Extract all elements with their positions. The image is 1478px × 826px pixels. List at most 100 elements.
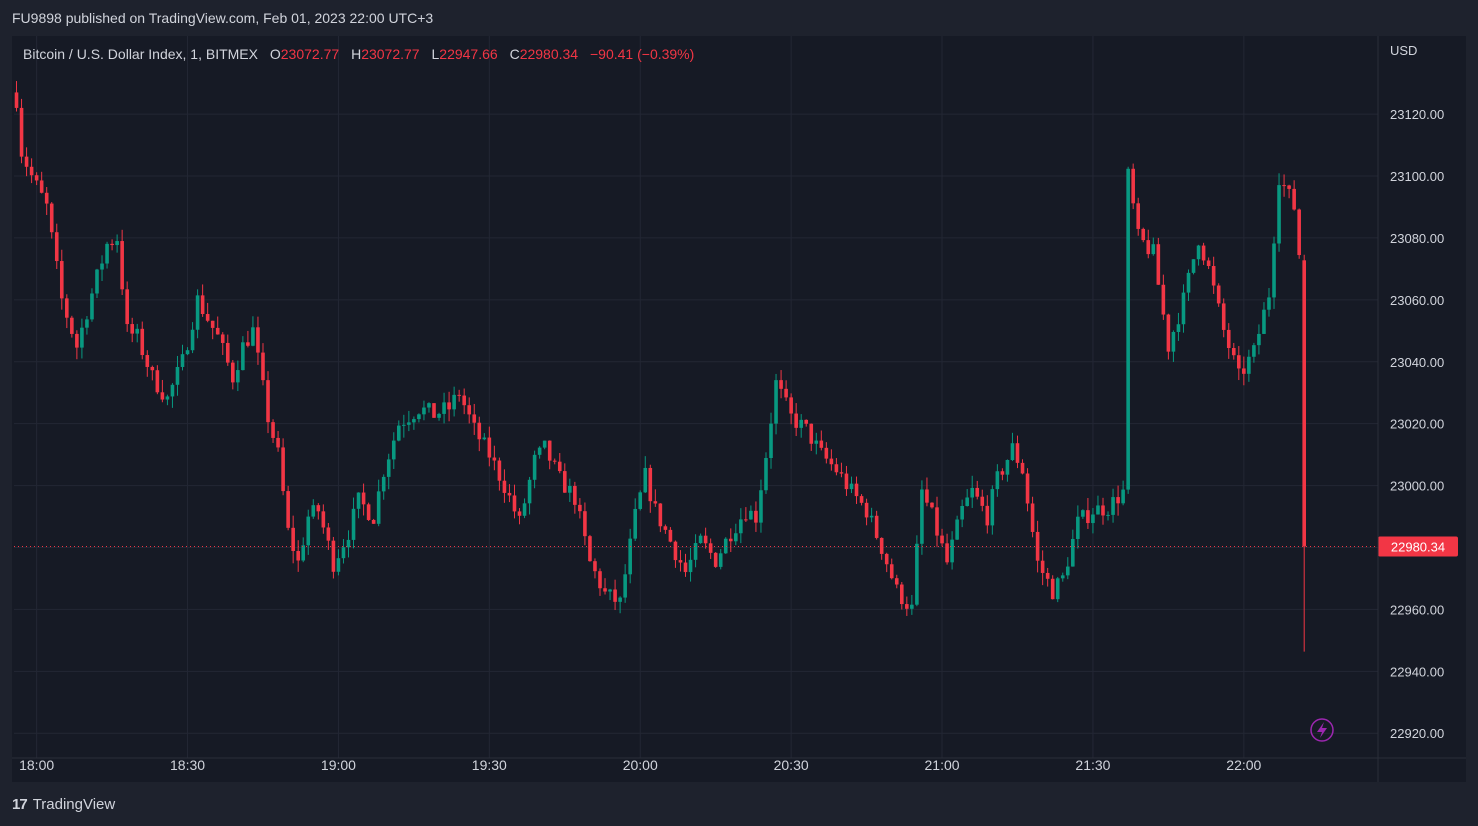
candle-body [613,589,617,602]
candle-body [527,479,532,504]
candle-body [361,492,366,505]
candle-body [542,440,547,448]
candle-body [1252,345,1256,357]
candle-body [452,394,456,410]
candle-body [432,403,436,418]
last-price-badge [1378,536,1458,557]
time-tick-label: 22:00 [1226,757,1261,773]
time-tick-label: 21:30 [1075,757,1110,773]
candle-body [200,295,205,314]
candle-body [739,519,743,534]
candle-body [321,511,326,528]
candle-body [1257,333,1261,346]
last-price-label: 22980.34 [1391,539,1445,554]
candle-body [728,538,733,542]
candle-body [1086,510,1090,524]
candle-body [547,440,552,461]
candle-body [774,380,778,424]
candle-body [165,396,170,400]
candle-body [1166,314,1171,352]
candle-body [995,471,1000,490]
lightning-icon-ring [1310,718,1334,742]
candle-body [819,440,824,448]
candle-body [1262,309,1266,334]
candle-body [1171,331,1176,352]
candle-body [1005,460,1010,475]
candle-body [985,505,990,526]
candle-body [155,370,160,393]
time-tick-label: 21:00 [925,757,960,773]
candle-body [442,402,446,414]
candle-body [54,232,59,262]
brand[interactable]: 17 TradingView [12,796,115,813]
bottom-bar [0,782,1478,826]
candle-body [1096,505,1100,515]
candle-body [1282,185,1286,187]
candle-body [266,380,270,423]
candle-body [14,92,19,108]
candle-body [834,464,839,473]
candle-body [402,424,406,426]
candle-body [517,511,522,516]
candle-body [185,350,190,355]
candle-body [316,505,321,512]
candle-body [1156,244,1161,285]
candle-body [477,422,482,440]
candle-body [1272,243,1276,298]
brand-name: TradingView [32,796,116,813]
candle-body [603,588,607,592]
candle-body [507,492,512,496]
currency-label[interactable]: USD [1390,43,1418,58]
candle-body [356,492,361,509]
price-tick-label: 23000.00 [1390,479,1444,494]
candle-body [1045,572,1050,579]
price-tick-label: 22940.00 [1390,664,1444,679]
candle-body [854,483,859,497]
candle-body [276,437,280,448]
candle-body [311,505,316,517]
candle-body [708,543,713,553]
candle-body [261,352,265,381]
lightning-icon[interactable] [1310,718,1334,742]
candle-body [427,403,431,408]
high-label: H [351,46,362,62]
candle-body [371,519,376,524]
candle-body [849,483,854,490]
candle-body [251,327,255,346]
candle-body [814,440,819,444]
candle-body [85,319,89,328]
candle-body [899,584,904,605]
candle-body [1010,443,1015,461]
candle-body [1226,329,1231,349]
candle-body [749,510,753,520]
candle-body [683,562,688,573]
candle-body [628,538,632,575]
candle-body [744,519,748,521]
candlestick-chart[interactable]: 22920.0022940.0022960.0022980.0023000.00… [12,36,1466,782]
candle-body [593,561,597,572]
symbol-label[interactable]: Bitcoin / U.S. Dollar Index, 1, BITMEX [23,46,258,62]
candle-body [331,540,336,572]
candle-body [935,507,939,536]
candle-body [160,392,165,400]
candle-body [829,458,834,465]
candle-body [980,496,985,506]
candle-body [271,422,275,438]
open-value: 23072.77 [280,46,340,62]
candle-body [663,526,668,530]
candle-body [562,471,567,493]
candle-body [341,547,346,559]
candle-body [180,354,185,367]
candle-body [512,495,517,512]
candle-body [1040,560,1045,573]
candle-body [376,491,381,524]
candle-body [1161,284,1166,315]
candle-body [1292,188,1296,210]
candle-body [381,476,386,492]
candle-body [120,241,124,290]
time-tick-label: 20:00 [623,757,658,773]
candle-body [437,413,441,418]
candle-body [140,328,145,356]
candle-body [910,604,914,609]
candle-body [1146,240,1151,255]
